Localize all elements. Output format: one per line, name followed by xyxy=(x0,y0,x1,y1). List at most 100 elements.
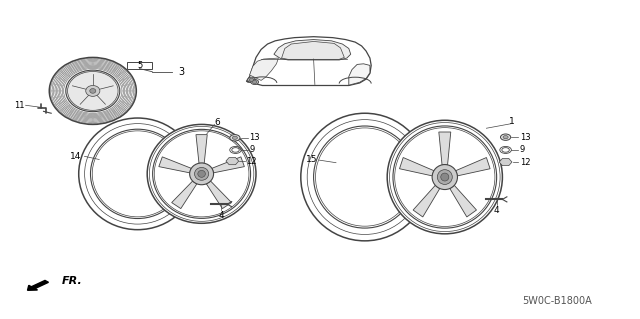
Ellipse shape xyxy=(77,114,79,115)
Ellipse shape xyxy=(66,66,68,67)
Polygon shape xyxy=(456,158,490,176)
Text: 6: 6 xyxy=(215,118,220,127)
Ellipse shape xyxy=(125,96,127,97)
Ellipse shape xyxy=(67,114,69,115)
Ellipse shape xyxy=(69,69,72,70)
Ellipse shape xyxy=(116,67,119,68)
Ellipse shape xyxy=(78,112,81,113)
Ellipse shape xyxy=(83,61,85,62)
Ellipse shape xyxy=(118,74,121,75)
Ellipse shape xyxy=(84,116,86,117)
Ellipse shape xyxy=(125,78,128,79)
Ellipse shape xyxy=(70,111,73,112)
Ellipse shape xyxy=(65,107,67,108)
Ellipse shape xyxy=(84,65,86,66)
Ellipse shape xyxy=(147,124,256,223)
Ellipse shape xyxy=(61,91,63,92)
Ellipse shape xyxy=(56,77,58,78)
Ellipse shape xyxy=(62,85,65,86)
Ellipse shape xyxy=(116,114,119,115)
Ellipse shape xyxy=(55,84,58,85)
Polygon shape xyxy=(439,132,451,165)
Ellipse shape xyxy=(113,111,115,112)
Ellipse shape xyxy=(120,101,123,102)
Ellipse shape xyxy=(56,91,58,92)
Ellipse shape xyxy=(67,67,69,68)
Ellipse shape xyxy=(99,113,101,114)
Ellipse shape xyxy=(75,64,77,65)
Ellipse shape xyxy=(108,64,111,65)
Polygon shape xyxy=(250,58,278,80)
Ellipse shape xyxy=(119,80,122,81)
Ellipse shape xyxy=(56,104,58,105)
Ellipse shape xyxy=(100,62,102,63)
Ellipse shape xyxy=(106,114,109,115)
Ellipse shape xyxy=(63,80,65,81)
Ellipse shape xyxy=(63,73,66,74)
Ellipse shape xyxy=(106,68,108,69)
Ellipse shape xyxy=(115,76,118,77)
Ellipse shape xyxy=(74,118,77,119)
Ellipse shape xyxy=(107,115,109,116)
Ellipse shape xyxy=(253,80,257,84)
Ellipse shape xyxy=(92,117,94,118)
Ellipse shape xyxy=(124,78,127,79)
Ellipse shape xyxy=(118,107,121,108)
Text: 4: 4 xyxy=(494,206,499,215)
Ellipse shape xyxy=(92,66,94,67)
Ellipse shape xyxy=(74,119,76,120)
Ellipse shape xyxy=(195,167,209,180)
Ellipse shape xyxy=(77,113,80,114)
Ellipse shape xyxy=(92,63,94,64)
Ellipse shape xyxy=(106,113,108,114)
Ellipse shape xyxy=(113,70,115,71)
Ellipse shape xyxy=(387,120,502,234)
Ellipse shape xyxy=(74,63,77,64)
Ellipse shape xyxy=(123,85,125,86)
Ellipse shape xyxy=(120,73,122,74)
Polygon shape xyxy=(282,41,344,59)
Ellipse shape xyxy=(59,78,61,79)
Ellipse shape xyxy=(66,70,120,112)
Ellipse shape xyxy=(58,103,60,104)
Ellipse shape xyxy=(72,72,75,73)
Polygon shape xyxy=(274,40,351,60)
Ellipse shape xyxy=(251,79,259,85)
Ellipse shape xyxy=(124,91,126,92)
Ellipse shape xyxy=(122,79,125,80)
Ellipse shape xyxy=(127,77,130,78)
Ellipse shape xyxy=(128,97,131,98)
Ellipse shape xyxy=(86,85,100,96)
Ellipse shape xyxy=(122,109,125,110)
Ellipse shape xyxy=(68,68,70,69)
Ellipse shape xyxy=(230,135,240,141)
Ellipse shape xyxy=(58,91,60,92)
Ellipse shape xyxy=(115,68,118,69)
FancyArrow shape xyxy=(28,280,49,290)
Ellipse shape xyxy=(62,72,65,73)
Ellipse shape xyxy=(120,80,123,81)
Ellipse shape xyxy=(395,128,495,226)
Ellipse shape xyxy=(92,64,94,65)
Ellipse shape xyxy=(92,115,94,116)
Ellipse shape xyxy=(59,70,61,71)
Ellipse shape xyxy=(92,59,94,60)
Ellipse shape xyxy=(111,109,113,110)
Ellipse shape xyxy=(84,117,86,118)
Ellipse shape xyxy=(77,68,80,69)
Ellipse shape xyxy=(198,170,205,177)
Ellipse shape xyxy=(74,62,76,63)
Ellipse shape xyxy=(53,84,56,85)
Ellipse shape xyxy=(248,77,255,82)
Ellipse shape xyxy=(100,59,103,60)
Ellipse shape xyxy=(92,60,94,61)
Ellipse shape xyxy=(128,84,131,85)
Ellipse shape xyxy=(83,120,85,121)
Ellipse shape xyxy=(437,170,452,184)
Ellipse shape xyxy=(67,75,69,76)
Ellipse shape xyxy=(76,65,79,66)
Ellipse shape xyxy=(109,62,112,63)
Ellipse shape xyxy=(503,136,508,139)
Ellipse shape xyxy=(61,102,63,103)
Polygon shape xyxy=(399,158,434,176)
